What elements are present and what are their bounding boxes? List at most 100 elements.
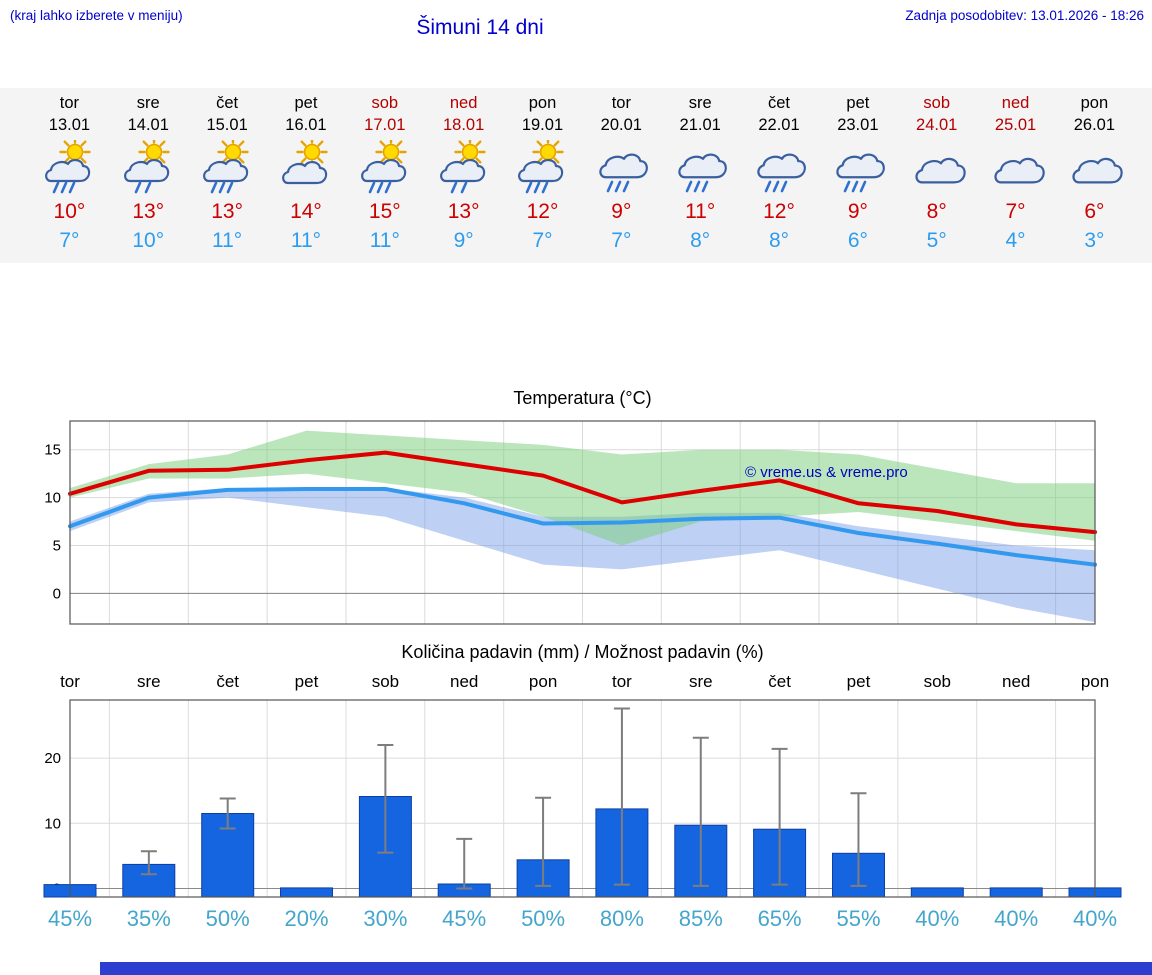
precip-whisker — [535, 796, 552, 887]
watermark: © vreme.us & vreme.pro — [745, 464, 908, 481]
forecast-day: pet 16.01 14° 11° — [267, 88, 346, 263]
forecast-day: pon 19.01 12° 7° — [503, 88, 582, 263]
precip-day-label: sre — [137, 672, 161, 691]
high-temp: 13° — [447, 200, 480, 223]
sun-cloud-rain-icon — [345, 136, 424, 197]
day-date: 24.01 — [916, 116, 958, 134]
day-name: ned — [1001, 94, 1030, 112]
precip-whisker — [613, 707, 630, 886]
day-date: 23.01 — [837, 116, 879, 134]
low-temp: 11° — [212, 229, 243, 252]
low-temp: 3° — [1084, 229, 1105, 252]
day-name: sob — [371, 94, 399, 112]
low-temp: 6° — [847, 229, 868, 252]
forecast-day: ned 18.01 13° 9° — [424, 88, 503, 263]
low-temp: 11° — [369, 229, 400, 252]
precip-probability: 40% — [915, 906, 959, 931]
sun-cloud-rain-icon — [188, 136, 267, 197]
precip-day-label: pet — [847, 672, 871, 691]
precip-day-label: sob — [924, 672, 951, 691]
forecast-day: pon 26.01 6° 3° — [1055, 88, 1134, 263]
day-date: 19.01 — [521, 116, 564, 134]
day-name: sre — [688, 94, 712, 112]
high-temp: 13° — [132, 200, 165, 223]
day-name: čet — [216, 94, 239, 112]
precip-day-label: čet — [216, 672, 239, 691]
high-temp: 13° — [211, 200, 243, 223]
day-name: pet — [294, 94, 318, 112]
forecast-day: sre 21.01 11° 8° — [661, 88, 740, 263]
day-date: 22.01 — [758, 116, 800, 134]
precip-probability: 45% — [48, 906, 92, 931]
precip-whisker — [771, 747, 788, 886]
precip-y-tick: 20 — [44, 750, 61, 767]
low-temp: 11° — [290, 229, 322, 252]
precip-whisker — [456, 837, 473, 890]
temp-y-tick: 5 — [53, 538, 61, 555]
precip-whisker — [850, 792, 867, 887]
forecast-day: sob 17.01 15° 11° — [345, 88, 424, 263]
high-temp: 6° — [1084, 200, 1105, 223]
precip-probability: 30% — [363, 906, 407, 931]
precip-bar — [910, 887, 964, 898]
day-name: tor — [611, 94, 631, 112]
precip-day-label: tor — [60, 672, 80, 691]
low-temp: 5° — [926, 229, 947, 252]
high-temp: 11° — [685, 200, 716, 223]
temperature-chart: 0 5 10 15 © vreme.us & vreme.pro — [44, 420, 1097, 625]
precip-whisker — [219, 797, 236, 830]
high-temp: 12° — [526, 200, 559, 223]
precip-probability: 20% — [284, 906, 328, 931]
precipitation-chart: tor sre čet pet sob ned pon tor sre čet pet sob ned p… — [43, 672, 1122, 931]
forecast-day: pet 23.01 9° 6° — [818, 88, 897, 263]
forecast-day: sob 24.01 8° 5° — [897, 88, 976, 263]
temp-line — [68, 450, 1097, 535]
forecast-day: tor 20.01 9° 7° — [582, 88, 661, 263]
temperature-chart-title: Temperatura (°C) — [513, 388, 652, 408]
high-temp: 9° — [847, 200, 868, 223]
temp-line — [68, 487, 1097, 567]
precip-probability: 85% — [679, 906, 723, 931]
precip-day-label: tor — [612, 672, 632, 691]
cloud-icon — [976, 136, 1055, 197]
precip-whisker — [140, 850, 157, 876]
forecast-day: ned 25.01 7° 4° — [976, 88, 1055, 263]
precip-y-tick: 10 — [44, 815, 61, 832]
day-date: 16.01 — [285, 116, 327, 134]
cloud-rain-icon — [818, 136, 897, 197]
high-temp: 14° — [290, 200, 322, 223]
sun-cloud-rain-icon — [503, 136, 582, 197]
precip-day-label: pon — [1081, 672, 1109, 691]
day-name: pon — [1080, 94, 1109, 112]
day-name: pet — [846, 94, 870, 112]
precip-day-label: ned — [450, 672, 478, 691]
forecast-day: tor 13.01 10° 7° — [30, 88, 109, 263]
low-temp: 10° — [132, 229, 165, 252]
location-hint: (kraj lahko izberete v meniju) — [10, 8, 183, 23]
precip-bar — [989, 887, 1043, 898]
day-date: 18.01 — [442, 116, 485, 134]
temp-y-tick: 10 — [44, 490, 61, 507]
day-date: 15.01 — [206, 116, 248, 134]
low-temp: 8° — [768, 229, 790, 252]
day-name: čet — [768, 94, 791, 112]
footer-strip — [100, 962, 1152, 975]
low-temp: 7° — [532, 229, 553, 252]
cloud-rain-icon — [661, 136, 740, 197]
sun-cloud-icon — [267, 136, 346, 197]
sun-cloud-rain-light-icon — [424, 136, 503, 197]
precip-probability: 45% — [442, 906, 486, 931]
precip-day-label: sob — [372, 672, 399, 691]
precip-day-label: sre — [689, 672, 713, 691]
precip-bar — [280, 887, 333, 898]
temp-y-tick: 15 — [44, 442, 61, 459]
day-name: tor — [59, 94, 80, 112]
precip-day-label: čet — [768, 672, 791, 691]
sun-cloud-rain-light-icon — [109, 136, 188, 197]
precip-probability: 40% — [994, 906, 1038, 931]
day-date: 20.01 — [600, 116, 642, 134]
precip-probability: 35% — [127, 906, 171, 931]
low-temp: 7° — [59, 229, 80, 252]
day-name: ned — [449, 94, 478, 112]
precip-probability: 55% — [836, 906, 880, 931]
